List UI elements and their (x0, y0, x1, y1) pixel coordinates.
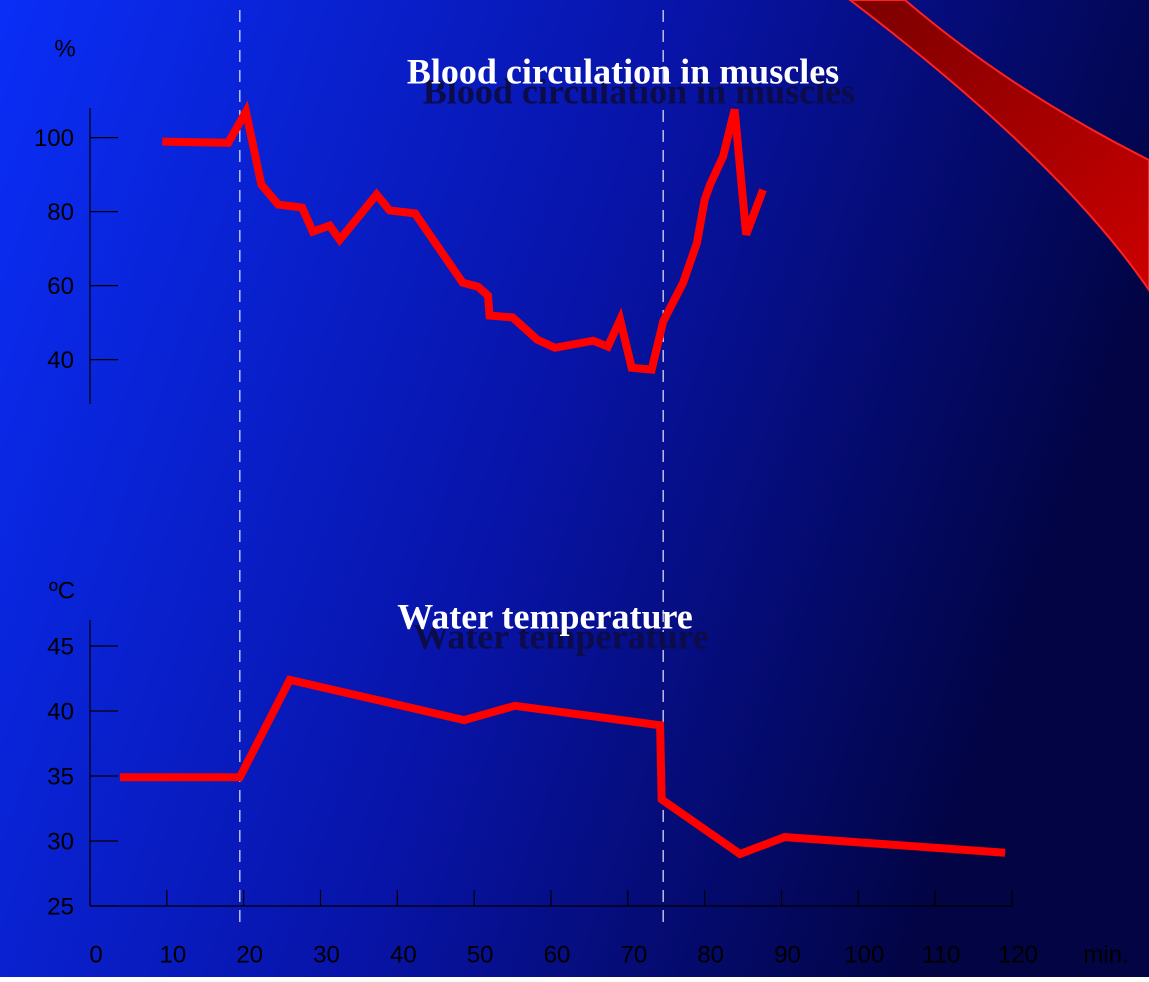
x-tick-label: 90 (774, 941, 801, 968)
chart-title: Water temperature (397, 596, 693, 636)
y-tick-label: 45 (47, 633, 74, 660)
x-axis-label: min. (1083, 941, 1128, 968)
y-axis-label: % (54, 35, 75, 62)
x-tick-label: 0 (89, 941, 102, 968)
x-tick-label: 30 (313, 941, 340, 968)
y-tick-label: 80 (47, 199, 74, 226)
y-tick-label: 40 (47, 698, 74, 725)
x-tick-label: 80 (697, 941, 724, 968)
x-tick-label: 40 (390, 941, 417, 968)
x-tick-label: 120 (998, 941, 1038, 968)
x-tick-label: 70 (620, 941, 647, 968)
x-tick-label: 60 (544, 941, 571, 968)
y-tick-label: 40 (47, 347, 74, 374)
y-tick-label: 100 (34, 125, 74, 152)
chart-title-shadow: Blood circulation in muscles (423, 71, 855, 111)
x-tick-label: 100 (844, 941, 884, 968)
data-line (119, 675, 1006, 859)
y-tick-label: 25 (47, 893, 74, 920)
y-tick-label: 60 (47, 273, 74, 300)
x-tick-label: 20 (236, 941, 263, 968)
chart-title: Blood circulation in muscles (407, 51, 839, 91)
data-line (162, 100, 767, 374)
x-tick-label: 50 (467, 941, 494, 968)
y-tick-label: 35 (47, 763, 74, 790)
x-tick-label: 10 (159, 941, 186, 968)
y-tick-label: 30 (47, 828, 74, 855)
chart-title-shadow: Water temperature (413, 616, 709, 656)
y-axis-label: ºC (49, 577, 75, 604)
x-tick-label: 110 (922, 941, 960, 968)
